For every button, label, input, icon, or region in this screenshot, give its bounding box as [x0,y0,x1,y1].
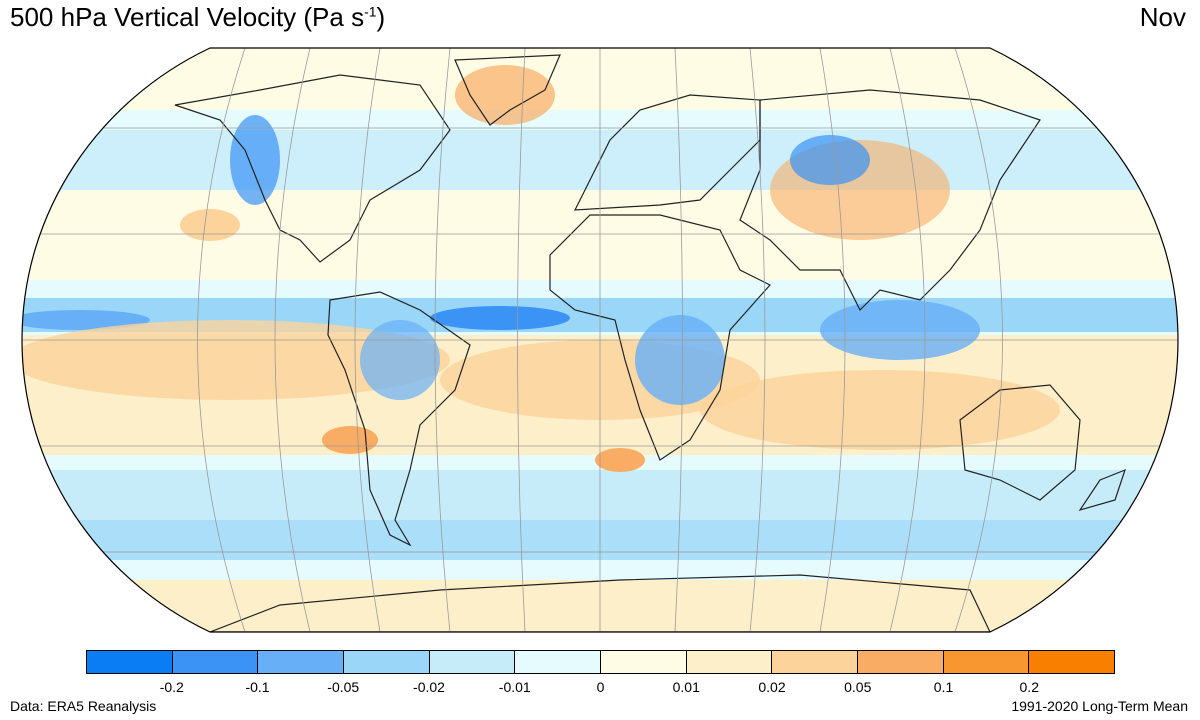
title-text: 500 hPa Vertical Velocity (Pa s [10,2,365,32]
data-source: Data: ERA5 Reanalysis [10,698,157,714]
legend-swatch-6 [601,651,687,673]
itcz-west [22,310,150,330]
legend-swatch-2 [258,651,345,673]
lon-line-30e [674,48,683,632]
legend-swatch-11 [1029,651,1115,673]
antarctica-outline [209,574,991,632]
new-zealand-outline [1078,468,1126,512]
legend-tick-label: 0.05 [844,679,872,695]
legend-tick-label: -0.1 [245,679,270,695]
pacific-subsidence-spot [322,426,378,454]
lon-line-30w [517,48,526,632]
australia-outline [959,384,1081,501]
legend-swatch-5 [515,651,602,673]
legend-tick-label: 0.2 [1019,679,1039,695]
lon-line-90e [819,48,846,632]
itcz-core [430,306,570,330]
graticule [22,48,1178,632]
legend-swatch-7 [686,651,773,673]
lon-line-150e [954,48,1003,632]
central-africa-ascent [635,315,725,405]
legend-tick-label: 0.1 [933,679,954,695]
lon-line-120w [274,48,311,632]
title-close: ) [376,2,386,32]
indian-ocean-high [700,370,1060,450]
asia-outline [739,89,1041,312]
lon-line-60e [749,48,766,632]
lon-line-150w [197,48,246,632]
africa-outline [549,214,771,461]
amazon-ascent [360,320,440,400]
lon-line-120e [889,48,926,632]
legend-tick-label: 0 [596,679,605,695]
greenland-outline [454,54,561,126]
north-america-ascent [230,115,280,205]
legend-tick-label: -0.01 [498,679,531,695]
coastlines [174,54,1126,632]
globe-border [21,47,1179,633]
legend-swatch-0 [87,651,173,673]
legend-swatch-10 [943,651,1030,673]
legend-tick-label: 0.01 [672,679,700,695]
color-legend [86,650,1115,674]
legend-swatch-4 [429,651,516,673]
map-title: 500 hPa Vertical Velocity (Pa s-1) [10,2,385,33]
legend-tick-label: -0.05 [327,679,360,695]
north-america-outline [174,74,451,263]
legend-swatch-8 [772,651,859,673]
legend-tick-label: -0.2 [159,679,184,695]
time-period: 1991-2020 Long-Term Mean [1011,698,1188,714]
asia-ascent [790,135,870,185]
atlantic-subsidence-spot [595,448,645,472]
north-pacific-spot [180,209,240,241]
legend-tick-label: 0.02 [758,679,786,695]
legend-swatch-3 [344,651,430,673]
title-superscript: -1 [364,3,377,20]
legend-swatch-9 [858,651,944,673]
lon-line-90w [354,48,381,632]
maritime-continent-ascent [820,300,980,360]
legend-tick-label: -0.02 [413,679,445,695]
lon-line-60w [434,48,451,632]
south-america-outline [327,291,471,547]
month-label: Nov [1139,2,1186,32]
legend-swatch-1 [172,651,259,673]
